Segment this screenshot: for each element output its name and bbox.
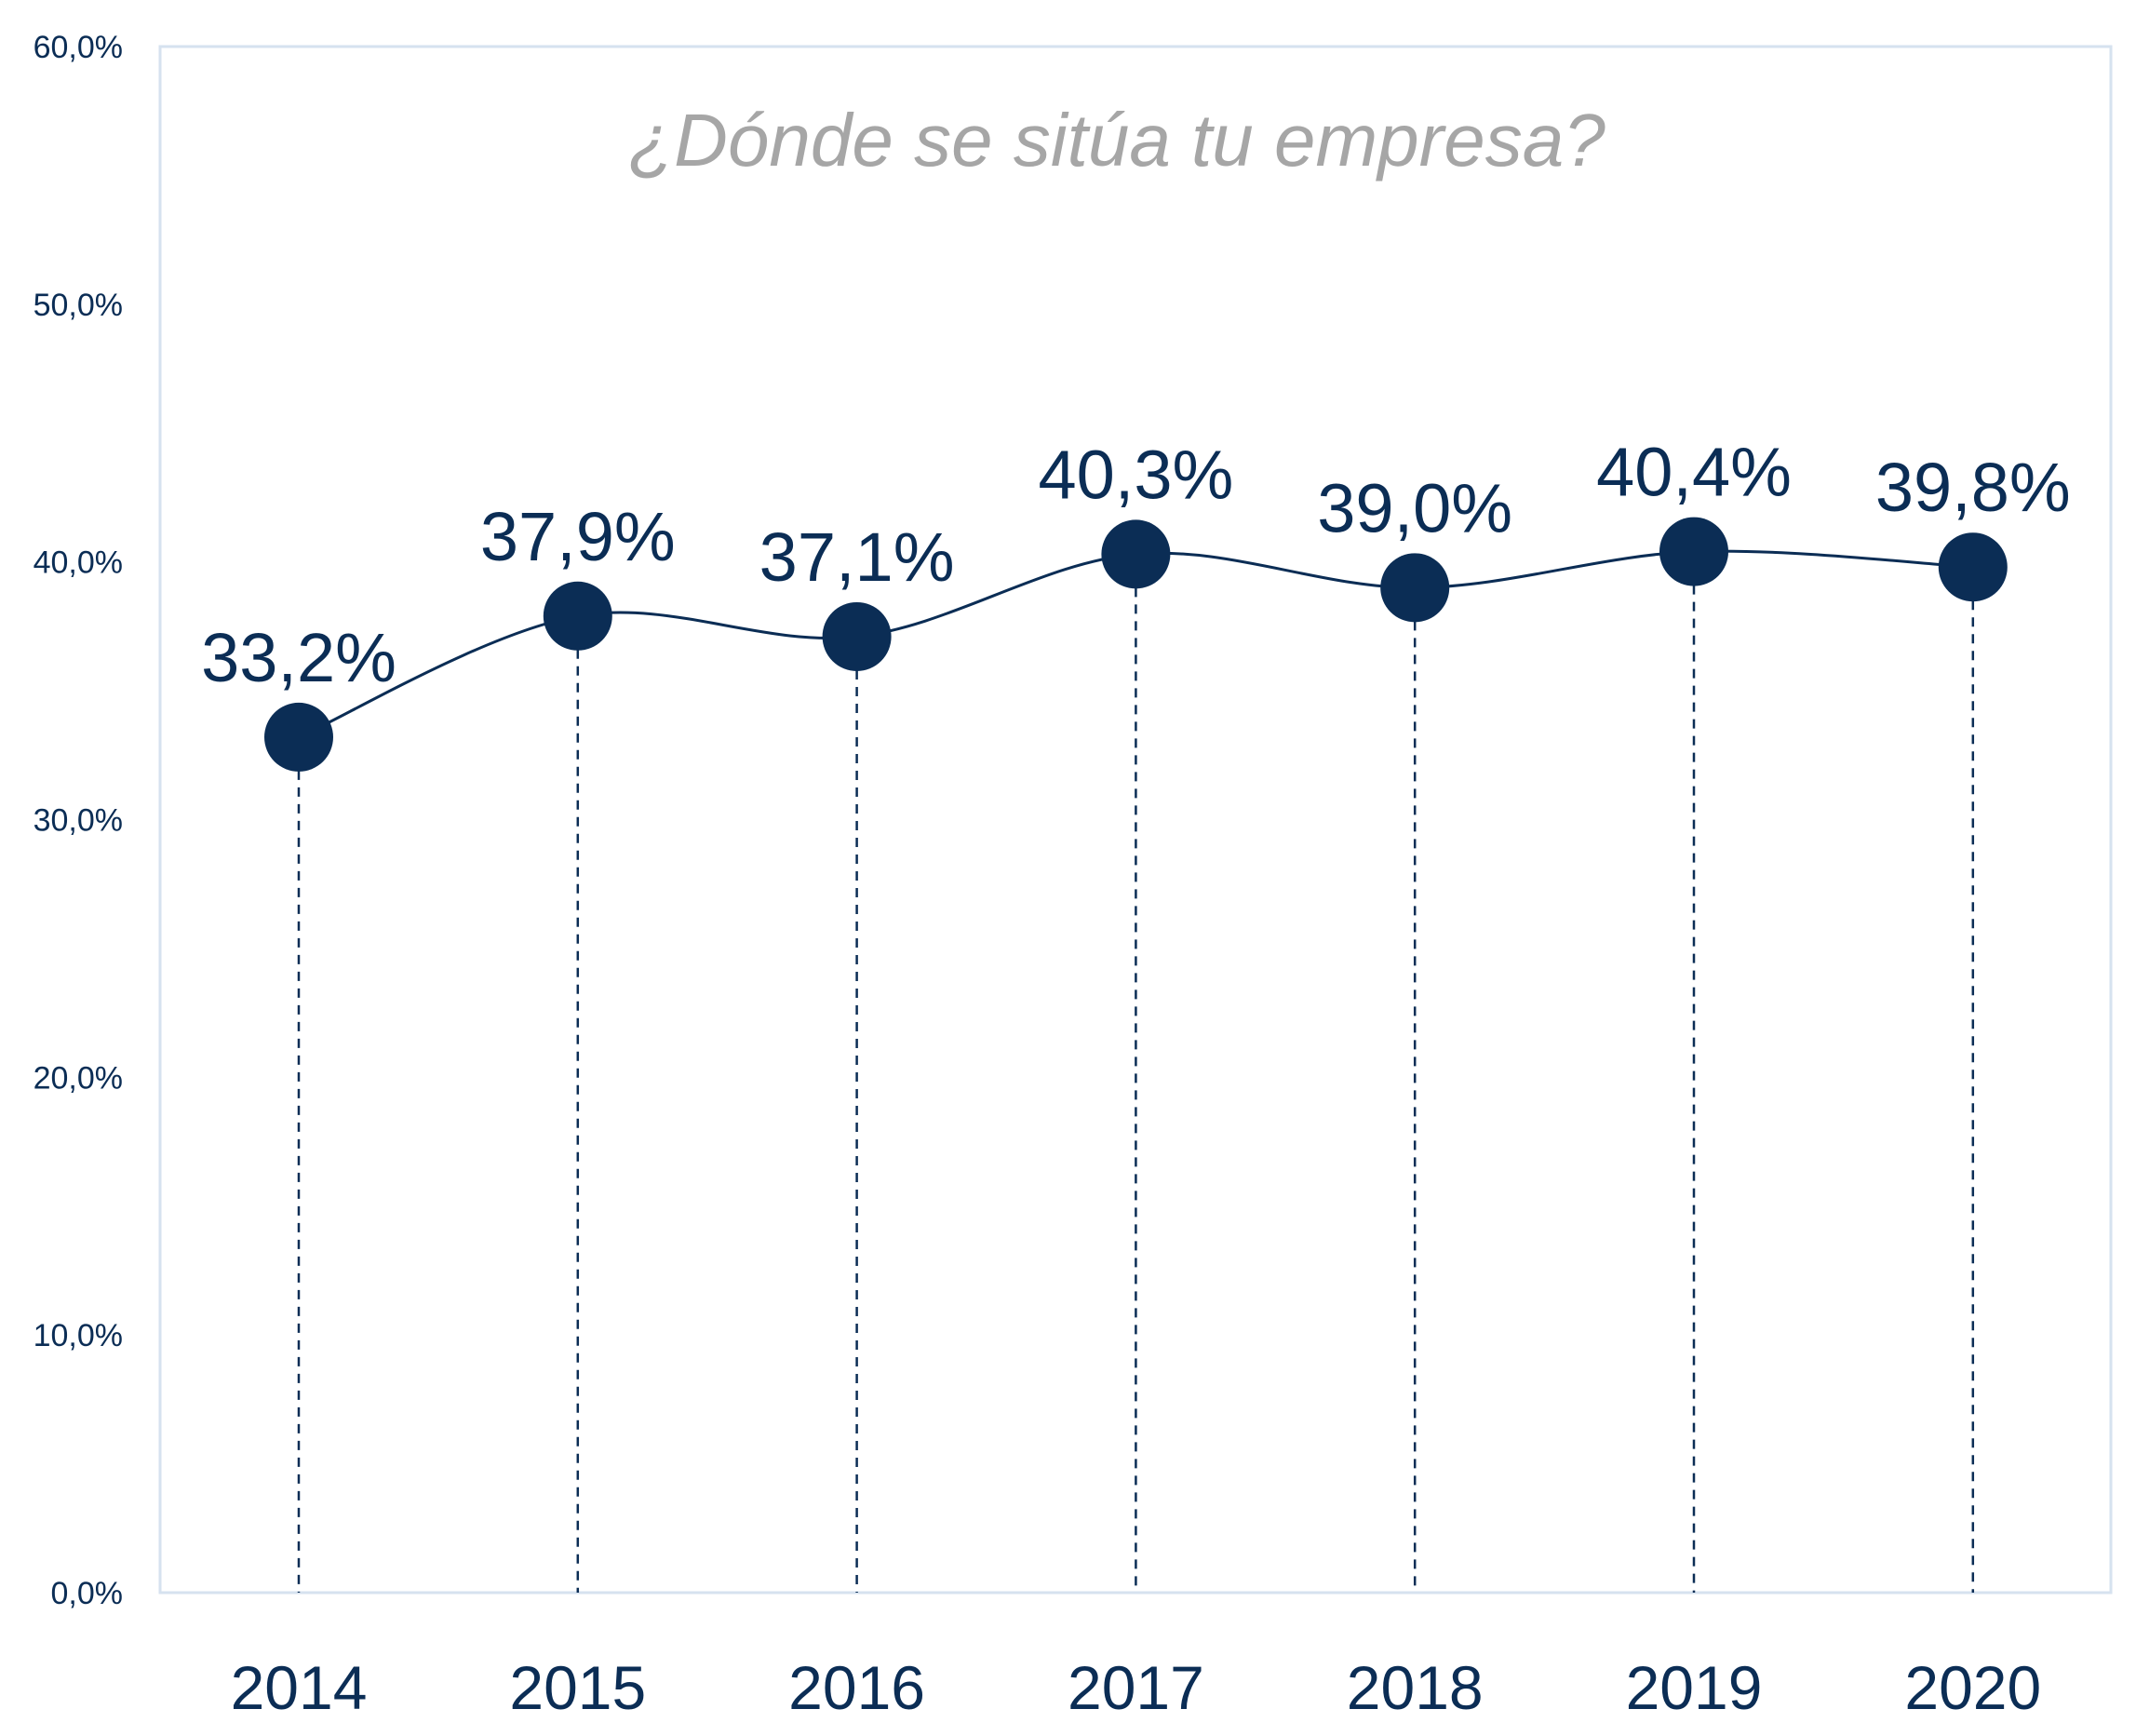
- y-tick-label: 0,0%: [51, 1576, 124, 1611]
- data-point: [1101, 519, 1171, 589]
- data-point: [1938, 532, 2008, 602]
- drop-lines: [297, 551, 1975, 1593]
- x-tick-label: 2016: [788, 1653, 925, 1722]
- y-tick-label: 20,0%: [34, 1060, 123, 1096]
- x-tick-label: 2017: [1068, 1653, 1204, 1722]
- data-point: [1659, 517, 1728, 586]
- y-axis: 0,0% 10,0% 20,0% 30,0% 40,0% 50,0% 60,0%: [34, 30, 123, 1611]
- x-tick-label: 2018: [1347, 1653, 1484, 1722]
- chart-title: ¿Dónde se sitúa tu empresa?: [628, 99, 1605, 182]
- data-label: 40,4%: [1596, 434, 1792, 511]
- plot-area-border: [158, 45, 2113, 1595]
- data-labels: 33,2% 37,9% 37,1% 40,3% 39,0% 40,4% 39,8%: [201, 434, 2071, 696]
- y-tick-label: 30,0%: [34, 803, 123, 839]
- data-point: [543, 581, 612, 651]
- x-axis: 2014 2015 2016 2017 2018 2019 2020: [231, 1653, 2042, 1722]
- y-tick-label: 10,0%: [34, 1318, 123, 1353]
- data-label: 37,9%: [480, 498, 676, 575]
- y-tick-label: 40,0%: [34, 545, 123, 581]
- x-tick-label: 2015: [509, 1653, 646, 1722]
- data-label: 39,8%: [1875, 449, 2071, 526]
- data-point: [1380, 553, 1450, 623]
- x-tick-label: 2019: [1626, 1653, 1763, 1722]
- data-label: 37,1%: [759, 518, 955, 596]
- y-tick-label: 50,0%: [34, 288, 123, 323]
- x-tick-label: 2014: [231, 1653, 368, 1722]
- x-tick-label: 2020: [1904, 1653, 2041, 1722]
- data-point: [822, 601, 892, 671]
- data-label: 40,3%: [1038, 436, 1233, 513]
- data-points: [264, 517, 2008, 772]
- data-label: 39,0%: [1317, 469, 1512, 546]
- data-point: [264, 702, 333, 772]
- y-tick-label: 60,0%: [34, 30, 123, 65]
- data-label: 33,2%: [201, 619, 396, 696]
